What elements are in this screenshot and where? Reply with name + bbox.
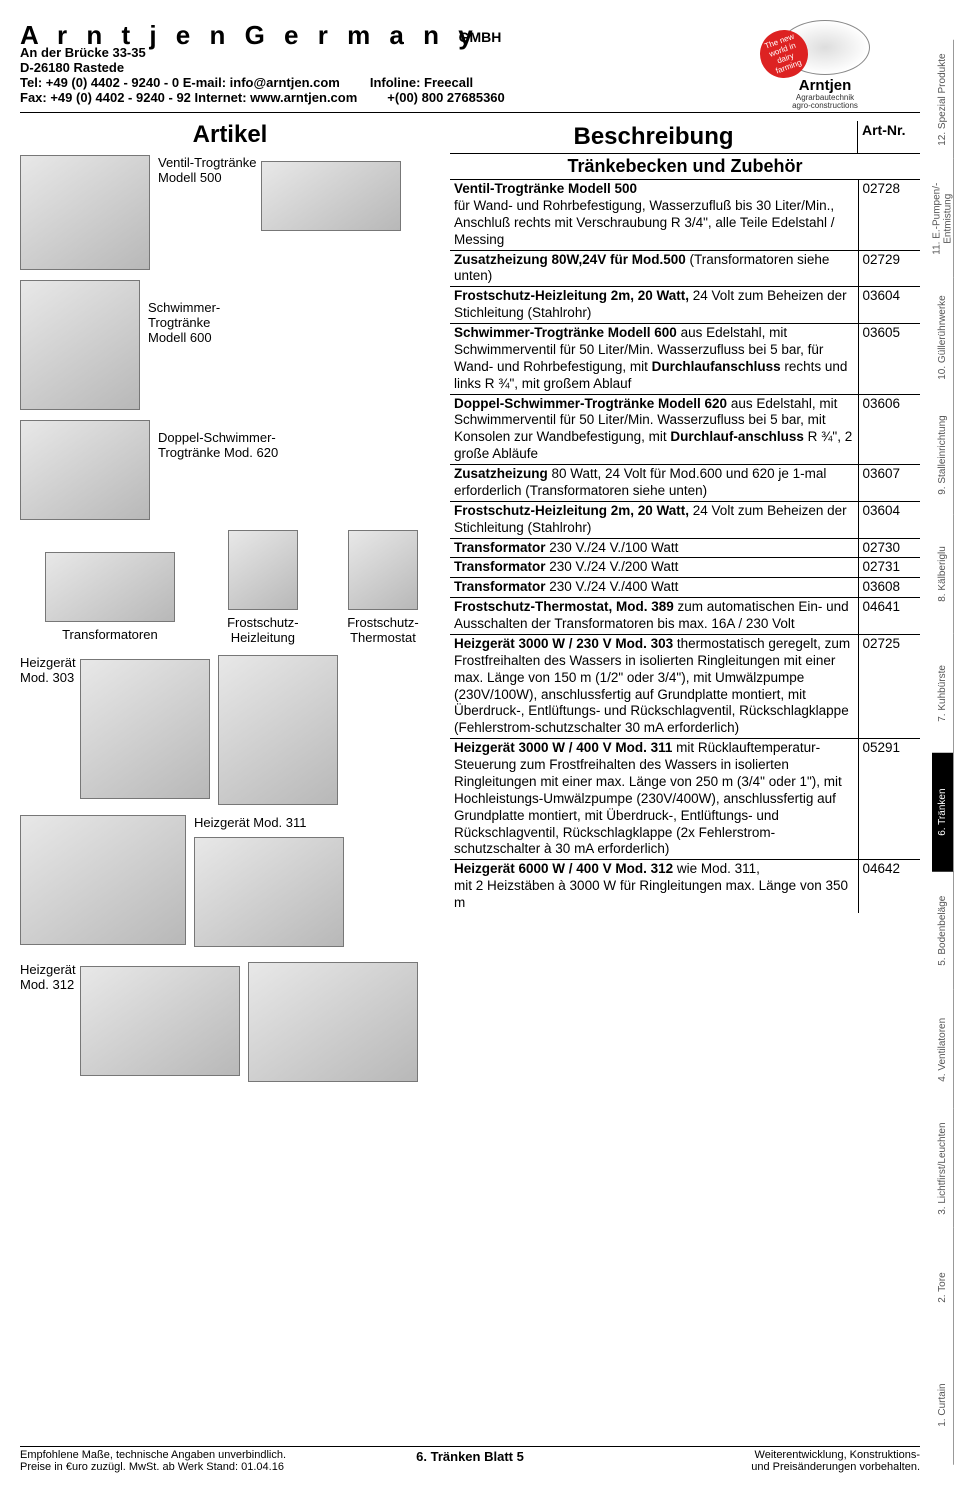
table-row: Ventil-Trogtränke Modell 500für Wand- un… — [450, 180, 920, 251]
label-h303: Heizgerät Mod. 303 — [20, 655, 76, 685]
product-image-frostheiz — [228, 530, 298, 610]
item-code: 03607 — [858, 465, 920, 502]
table-row: Heizgerät 6000 W / 400 V Mod. 312 wie Mo… — [450, 860, 920, 913]
item-description: Heizgerät 3000 W / 230 V Mod. 303 thermo… — [450, 634, 858, 738]
product-image-500b — [261, 161, 401, 231]
label-frost-heiz: Frostschutz- Heizleitung — [227, 615, 299, 645]
footer-left-2: Preise in €uro zuzügl. MwSt. ab Werk Sta… — [20, 1461, 340, 1473]
item-code: 03604 — [858, 501, 920, 538]
address-2: D-26180 Rastede — [20, 60, 740, 75]
item-description: Frostschutz-Thermostat, Mod. 389 zum aut… — [450, 598, 858, 635]
item-description: Transformator 230 V./24 V./400 Watt — [450, 578, 858, 598]
side-tab[interactable]: 3. Lichtfirst/Leuchten — [932, 1109, 954, 1228]
product-image-h303 — [80, 659, 210, 799]
label-trans: Transformatoren — [62, 627, 158, 642]
table-row: Frostschutz-Heizleitung 2m, 20 Watt, 24 … — [450, 287, 920, 324]
page-header: A r n t j e n G e r m a n y GMBH An der … — [20, 20, 920, 113]
table-row: Doppel-Schwimmer-Trogtränke Modell 620 a… — [450, 394, 920, 465]
items-table: Ventil-Trogtränke Modell 500für Wand- un… — [450, 179, 920, 913]
table-row: Transformator 230 V./24 V./100 Watt02730 — [450, 538, 920, 558]
side-tab[interactable]: 7. Kuhbürste — [932, 634, 954, 753]
product-image-h312 — [80, 966, 240, 1076]
logo-area: The new world in dairy farming Arntjen A… — [740, 20, 910, 110]
side-tab[interactable]: 11. E.-Pumpen/-Entmistung — [932, 159, 954, 278]
item-description: Frostschutz-Heizleitung 2m, 20 Watt, 24 … — [450, 287, 858, 324]
item-code: 03606 — [858, 394, 920, 465]
footer-center: 6. Tränken Blatt 5 — [416, 1449, 524, 1473]
product-image-frosttherm — [348, 530, 418, 610]
footer-left-1: Empfohlene Maße, technische Angaben unve… — [20, 1449, 340, 1461]
item-code: 02731 — [858, 558, 920, 578]
side-tab[interactable]: 5. Bodenbeläge — [932, 871, 954, 990]
product-image-h311b — [194, 837, 344, 947]
side-tabs: 1. Curtain2. Tore3. Lichtfirst/Leuchten4… — [932, 40, 954, 1465]
item-code: 02730 — [858, 538, 920, 558]
page-footer: Empfohlene Maße, technische Angaben unve… — [20, 1446, 920, 1473]
item-description: Schwimmer-Trogtränke Modell 600 aus Edel… — [450, 324, 858, 395]
side-tab[interactable]: 4. Ventilatoren — [932, 990, 954, 1109]
artikel-column: Artikel Ventil-Trogtränke Modell 500 Sch… — [20, 121, 440, 1092]
table-row: Transformator 230 V./24 V./400 Watt03608 — [450, 578, 920, 598]
item-description: Heizgerät 6000 W / 400 V Mod. 312 wie Mo… — [450, 860, 858, 913]
item-code: 05291 — [858, 739, 920, 860]
footer-right-1: Weiterentwicklung, Konstruktions- — [600, 1449, 920, 1461]
side-tab[interactable]: 12. Spezial Produkte — [932, 40, 954, 159]
item-code: 03608 — [858, 578, 920, 598]
product-image-600 — [20, 280, 140, 410]
table-row: Zusatzheizung 80W,24V für Mod.500 (Trans… — [450, 250, 920, 287]
logo-text: Arntjen — [740, 77, 910, 94]
table-row: Zusatzheizung 80 Watt, 24 Volt für Mod.6… — [450, 465, 920, 502]
product-image-500 — [20, 155, 150, 270]
table-row: Heizgerät 3000 W / 400 V Mod. 311 mit Rü… — [450, 739, 920, 860]
tel-line: Tel: +49 (0) 4402 - 9240 - 0 E-mail: inf… — [20, 75, 340, 90]
table-row: Frostschutz-Thermostat, Mod. 389 zum aut… — [450, 598, 920, 635]
item-code: 03604 — [858, 287, 920, 324]
infoline-label: Infoline: Freecall — [370, 75, 473, 90]
label-600: Schwimmer- Trogtränke Modell 600 — [148, 300, 220, 345]
item-code: 04642 — [858, 860, 920, 913]
product-image-620 — [20, 420, 150, 520]
item-description: Frostschutz-Heizleitung 2m, 20 Watt, 24 … — [450, 501, 858, 538]
item-description: Doppel-Schwimmer-Trogtränke Modell 620 a… — [450, 394, 858, 465]
side-tab[interactable]: 2. Tore — [932, 1228, 954, 1347]
table-row: Schwimmer-Trogtränke Modell 600 aus Edel… — [450, 324, 920, 395]
section-title: Tränkebecken und Zubehör — [450, 154, 920, 179]
footer-right-2: und Preisänderungen vorbehalten. — [600, 1461, 920, 1473]
logo-sub2: agro-constructions — [740, 102, 910, 110]
artikel-heading: Artikel — [20, 121, 440, 149]
product-image-h303b — [218, 655, 338, 805]
item-description: Zusatzheizung 80 Watt, 24 Volt für Mod.6… — [450, 465, 858, 502]
item-code: 02729 — [858, 250, 920, 287]
item-description: Ventil-Trogtränke Modell 500für Wand- un… — [450, 180, 858, 251]
side-tab[interactable]: 9. Stalleinrichtung — [932, 396, 954, 515]
label-h312: Heizgerät Mod. 312 — [20, 962, 76, 992]
side-tab[interactable]: 8. Kälberiglu — [932, 515, 954, 634]
product-image-h312b — [248, 962, 418, 1082]
label-frost-therm: Frostschutz- Thermostat — [347, 615, 419, 645]
item-code: 03605 — [858, 324, 920, 395]
table-row: Frostschutz-Heizleitung 2m, 20 Watt, 24 … — [450, 501, 920, 538]
infoline-number: +(00) 800 27685360 — [387, 90, 504, 105]
side-tab[interactable]: 6. Tränken — [932, 753, 954, 872]
label-500: Ventil-Trogtränke Modell 500 — [158, 155, 257, 185]
item-code: 02725 — [858, 634, 920, 738]
side-tab[interactable]: 10. Güllerührwerke — [932, 278, 954, 397]
label-620: Doppel-Schwimmer- Trogtränke Mod. 620 — [158, 430, 278, 460]
table-row: Transformator 230 V./24 V./200 Watt02731 — [450, 558, 920, 578]
item-description: Transformator 230 V./24 V./100 Watt — [450, 538, 858, 558]
item-code: 02728 — [858, 180, 920, 251]
beschreibung-column: Beschreibung Art-Nr. Tränkebecken und Zu… — [450, 121, 920, 1092]
label-h311: Heizgerät Mod. 311 — [194, 815, 307, 830]
product-image-h311a — [20, 815, 186, 945]
item-description: Zusatzheizung 80W,24V für Mod.500 (Trans… — [450, 250, 858, 287]
item-description: Heizgerät 3000 W / 400 V Mod. 311 mit Rü… — [450, 739, 858, 860]
item-code: 04641 — [858, 598, 920, 635]
fax-line: Fax: +49 (0) 4402 - 9240 - 92 Internet: … — [20, 90, 357, 105]
side-tab[interactable]: 1. Curtain — [932, 1346, 954, 1465]
artnr-heading: Art-Nr. — [858, 121, 920, 153]
product-image-trans — [45, 552, 175, 622]
table-row: Heizgerät 3000 W / 230 V Mod. 303 thermo… — [450, 634, 920, 738]
item-description: Transformator 230 V./24 V./200 Watt — [450, 558, 858, 578]
beschreibung-heading: Beschreibung — [450, 121, 858, 153]
